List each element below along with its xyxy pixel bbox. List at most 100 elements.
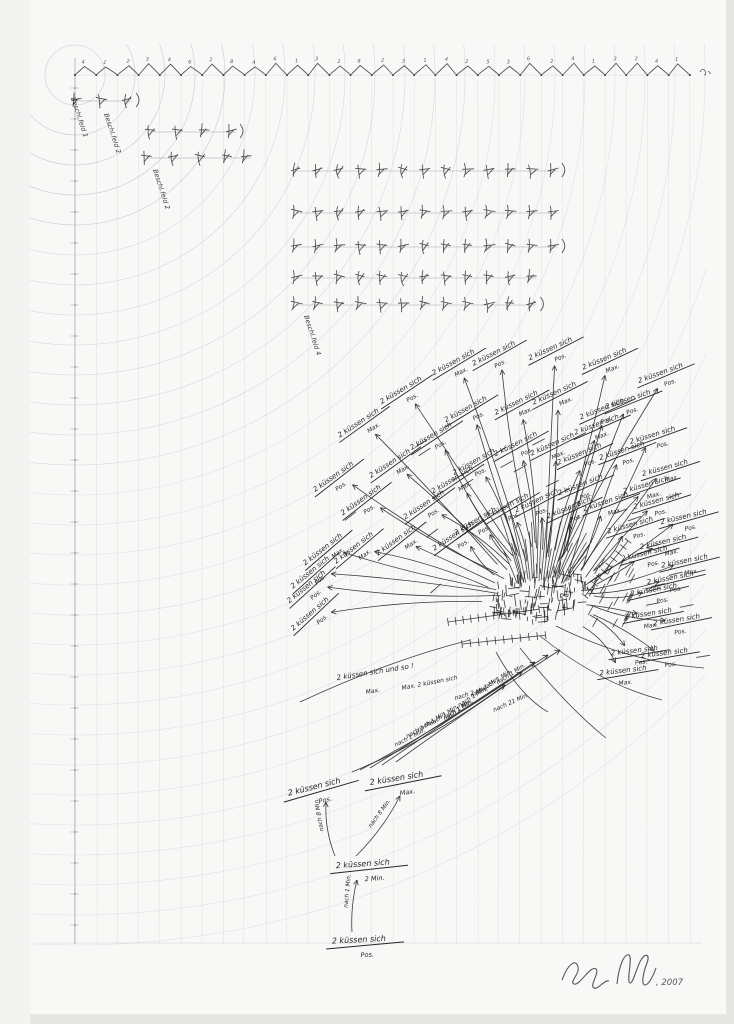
svg-text:Max.: Max. xyxy=(643,621,658,630)
annotation-arrow xyxy=(562,425,603,558)
tick-dot xyxy=(95,73,98,77)
tick-dot xyxy=(625,73,628,77)
svg-text:Max.: Max. xyxy=(366,421,382,435)
notation-mark xyxy=(419,204,431,219)
tick-dot xyxy=(116,73,119,77)
annotation-arrow xyxy=(331,600,483,613)
annotation-arrow xyxy=(571,515,601,569)
trunk-label: 2 küssen sich Pos. xyxy=(326,934,404,959)
notation-mark xyxy=(225,124,237,139)
chevron-mark xyxy=(499,65,520,75)
annotation-arrow xyxy=(522,419,537,549)
notation-mark xyxy=(419,296,430,311)
handwritten-text: 2 xyxy=(465,59,468,65)
tick-dot xyxy=(561,73,564,77)
svg-text:Pos.: Pos. xyxy=(635,658,648,666)
tick-dot xyxy=(307,73,310,77)
handwritten-text: Beschl.feld 2 xyxy=(102,112,123,154)
annotation-arrow xyxy=(466,492,514,557)
tick-dot xyxy=(243,73,246,77)
tick-dot xyxy=(497,73,501,77)
notation-mark xyxy=(376,206,389,221)
notation-mark xyxy=(121,93,132,109)
svg-text:2 küssen sich: 2 küssen sich xyxy=(379,375,424,406)
annotation-arrow xyxy=(592,581,660,594)
svg-text:Pos.: Pos. xyxy=(493,358,507,370)
svg-text:Pos.: Pos. xyxy=(405,392,419,404)
svg-text:Pos.: Pos. xyxy=(362,503,376,516)
chevron-mark xyxy=(96,66,117,75)
notation-mark xyxy=(440,239,451,254)
dash-mark xyxy=(627,515,642,522)
tick-dot xyxy=(603,73,607,77)
annotation-arrow xyxy=(331,573,498,594)
svg-text:Pos.: Pos. xyxy=(600,415,614,426)
notation-mark xyxy=(333,238,346,253)
annotation-arrow xyxy=(415,546,496,584)
sweep-arc xyxy=(495,651,549,713)
handwritten-text: nach 1 Min. xyxy=(344,874,353,908)
handwritten-text: 3 xyxy=(613,56,616,62)
tick-dot xyxy=(413,73,416,77)
chevron-mark xyxy=(584,65,605,75)
tick-dot xyxy=(582,73,585,77)
svg-text:2 küssen sich: 2 küssen sich xyxy=(312,460,355,494)
notation-mark xyxy=(290,296,303,311)
notation-mark xyxy=(526,204,538,220)
svg-text:Max.: Max. xyxy=(558,395,574,407)
chevron-mark xyxy=(457,65,478,75)
handwritten-text: 1 xyxy=(592,59,596,65)
svg-text:Pos.: Pos. xyxy=(569,513,583,524)
svg-text:Pos.: Pos. xyxy=(334,480,348,493)
tick-dot xyxy=(328,73,331,77)
handwritten-text: 4 xyxy=(444,56,448,62)
end-bracket xyxy=(135,92,140,108)
notation-mark xyxy=(290,162,301,177)
notation-mark xyxy=(483,270,494,285)
dash-mark xyxy=(430,583,442,594)
dash-mark xyxy=(668,571,683,576)
hatch-grid-block xyxy=(290,162,566,313)
notation-mark xyxy=(194,151,206,166)
chevron-mark xyxy=(351,64,372,75)
notation-mark xyxy=(333,270,345,285)
svg-text:Pos.: Pos. xyxy=(535,506,549,518)
chevron-mark xyxy=(520,62,541,75)
chevron-mark xyxy=(605,62,626,75)
handwritten-text: 5 xyxy=(486,59,490,65)
notation-mark xyxy=(240,149,252,164)
notation-mark xyxy=(462,163,475,178)
svg-text:Pos.: Pos. xyxy=(507,511,521,523)
svg-text:Pos.: Pos. xyxy=(625,406,639,417)
handwritten-text: 4 xyxy=(81,59,85,65)
handwritten-text: 4 xyxy=(252,60,256,66)
notation-mark xyxy=(355,270,365,286)
svg-text:Pos.: Pos. xyxy=(674,628,687,637)
annotation-arrow xyxy=(547,461,557,558)
connector-curve xyxy=(359,671,523,771)
chevron-mark xyxy=(224,65,244,75)
svg-text:Pos.: Pos. xyxy=(663,377,677,388)
notation-mark xyxy=(397,298,410,313)
handwritten-text: 8 xyxy=(357,58,360,64)
notation-mark xyxy=(483,204,496,220)
annotation-arrow xyxy=(541,517,544,550)
svg-text:Max.: Max. xyxy=(618,679,633,688)
dash-mark xyxy=(426,528,439,538)
dash-mark xyxy=(613,508,628,515)
notation-mark xyxy=(140,150,152,165)
svg-text:2 küssen sich: 2 küssen sich xyxy=(637,361,684,385)
chevron-mark xyxy=(139,63,160,75)
tick-dot xyxy=(646,73,649,77)
notation-mark xyxy=(483,238,496,253)
annotation-arrow xyxy=(406,473,508,571)
annotation-arrow xyxy=(593,536,623,572)
annotation-arrow xyxy=(582,626,616,663)
annotation-arrow xyxy=(343,552,497,590)
tick-dot xyxy=(519,73,522,77)
svg-text:Pos.: Pos. xyxy=(622,456,636,467)
sweep-arc xyxy=(539,635,663,701)
chevron-mark xyxy=(245,66,266,75)
